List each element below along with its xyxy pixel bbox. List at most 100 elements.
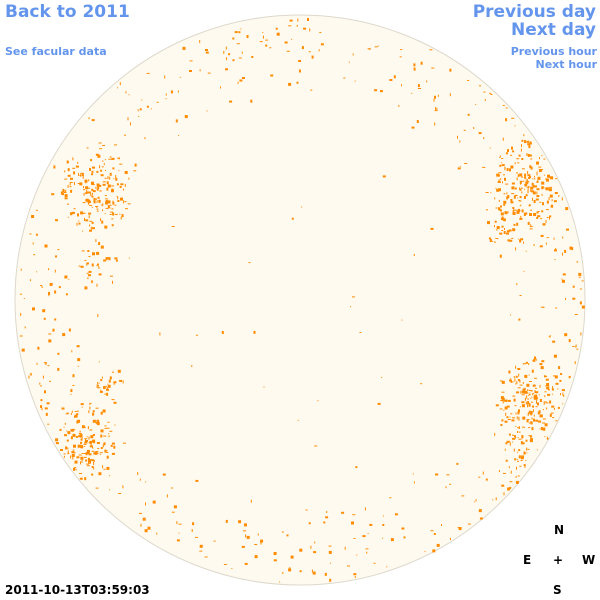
facula-spot (119, 163, 123, 165)
facula-spot (520, 215, 522, 219)
facula-spot (502, 137, 504, 141)
facula-spot (496, 173, 500, 177)
facula-spot (46, 402, 50, 405)
facula-spot (67, 168, 70, 172)
facula-spot (88, 201, 89, 205)
facula-spot (536, 188, 540, 191)
facula-spot (112, 371, 114, 373)
facula-spot (93, 197, 96, 201)
facula-spot (506, 196, 509, 200)
facula-spot (515, 425, 517, 427)
facula-spot (78, 435, 81, 438)
facula-spot (173, 505, 177, 509)
facula-spot (531, 182, 534, 185)
facula-spot (527, 448, 530, 450)
facula-spot (42, 309, 46, 313)
facula-spot (58, 286, 61, 289)
facula-spot (297, 18, 299, 22)
next-hour-link[interactable]: Next hour (535, 58, 598, 71)
facula-spot (114, 257, 118, 260)
facula-spot (504, 406, 508, 410)
next-day-link[interactable]: Next day (511, 20, 596, 40)
facula-spot (46, 362, 47, 364)
facula-spot (534, 396, 538, 400)
facula-spot (70, 189, 73, 193)
facula-spot (60, 449, 63, 451)
facula-spot (92, 439, 96, 443)
facula-spot (458, 527, 462, 531)
facula-spot (348, 61, 350, 63)
facula-spot (446, 474, 450, 476)
facula-spot (106, 427, 110, 429)
facula-spot (97, 199, 99, 201)
facula-spot (543, 401, 545, 405)
facula-spot (514, 187, 517, 190)
facula-spot (107, 200, 111, 204)
facula-spot (519, 384, 523, 386)
facula-spot (518, 449, 521, 452)
facula-spot (64, 434, 67, 437)
facula-spot (516, 466, 517, 470)
facula-spot (536, 161, 539, 165)
facula-spot (535, 198, 539, 201)
facula-spot (541, 210, 544, 213)
previous-day-link[interactable]: Previous day (472, 2, 596, 22)
facula-spot (530, 422, 533, 425)
facula-spot (496, 226, 500, 229)
facula-spot (522, 363, 524, 365)
facula-spot (65, 189, 67, 193)
facula-spot (87, 426, 89, 430)
back-to-year-link[interactable]: Back to 2011 (5, 2, 130, 22)
facula-spot (537, 402, 539, 406)
facula-spot (436, 108, 438, 110)
facula-spot (367, 533, 369, 534)
facula-spot (117, 196, 119, 200)
facula-spot (328, 545, 332, 547)
facula-spot (490, 94, 493, 95)
facula-spot (81, 250, 85, 252)
facula-spot (170, 90, 173, 94)
facula-spot (523, 270, 525, 272)
facula-spot (549, 194, 553, 198)
facula-spot (64, 194, 68, 198)
facula-spot (393, 75, 396, 79)
see-facular-data-link[interactable]: See facular data (5, 45, 107, 58)
facula-spot (67, 184, 69, 188)
facula-spot (536, 449, 538, 451)
facula-spot (506, 168, 509, 171)
facula-spot (539, 428, 541, 430)
facula-spot (527, 181, 530, 183)
facula-spot (48, 333, 52, 335)
facula-spot (516, 451, 518, 453)
facula-spot (220, 86, 221, 89)
facula-spot (495, 238, 499, 239)
facula-spot (529, 381, 532, 382)
facula-spot (49, 380, 51, 382)
facula-spot (311, 569, 313, 573)
facula-spot (513, 376, 515, 379)
facula-spot (498, 172, 502, 174)
facula-spot (578, 272, 582, 276)
facula-spot (85, 459, 88, 462)
facula-spot (146, 105, 149, 108)
facula-spot (544, 395, 546, 398)
facula-spot (289, 19, 293, 22)
facula-spot (282, 572, 284, 574)
facula-spot (77, 444, 81, 448)
facula-spot (499, 164, 502, 167)
facula-spot (234, 31, 238, 34)
facula-spot (71, 428, 74, 431)
facula-spot (259, 41, 263, 43)
facula-spot (100, 218, 102, 222)
facula-spot (505, 118, 508, 122)
facula-spot (509, 442, 511, 446)
facula-spot (207, 72, 211, 74)
facula-spot (28, 375, 30, 379)
facula-spot (504, 448, 506, 451)
previous-hour-link[interactable]: Previous hour (510, 45, 597, 58)
facula-spot (64, 178, 68, 180)
facula-spot (525, 180, 529, 182)
facula-spot (305, 509, 308, 511)
facula-spot (107, 184, 111, 188)
facula-spot (87, 187, 91, 189)
